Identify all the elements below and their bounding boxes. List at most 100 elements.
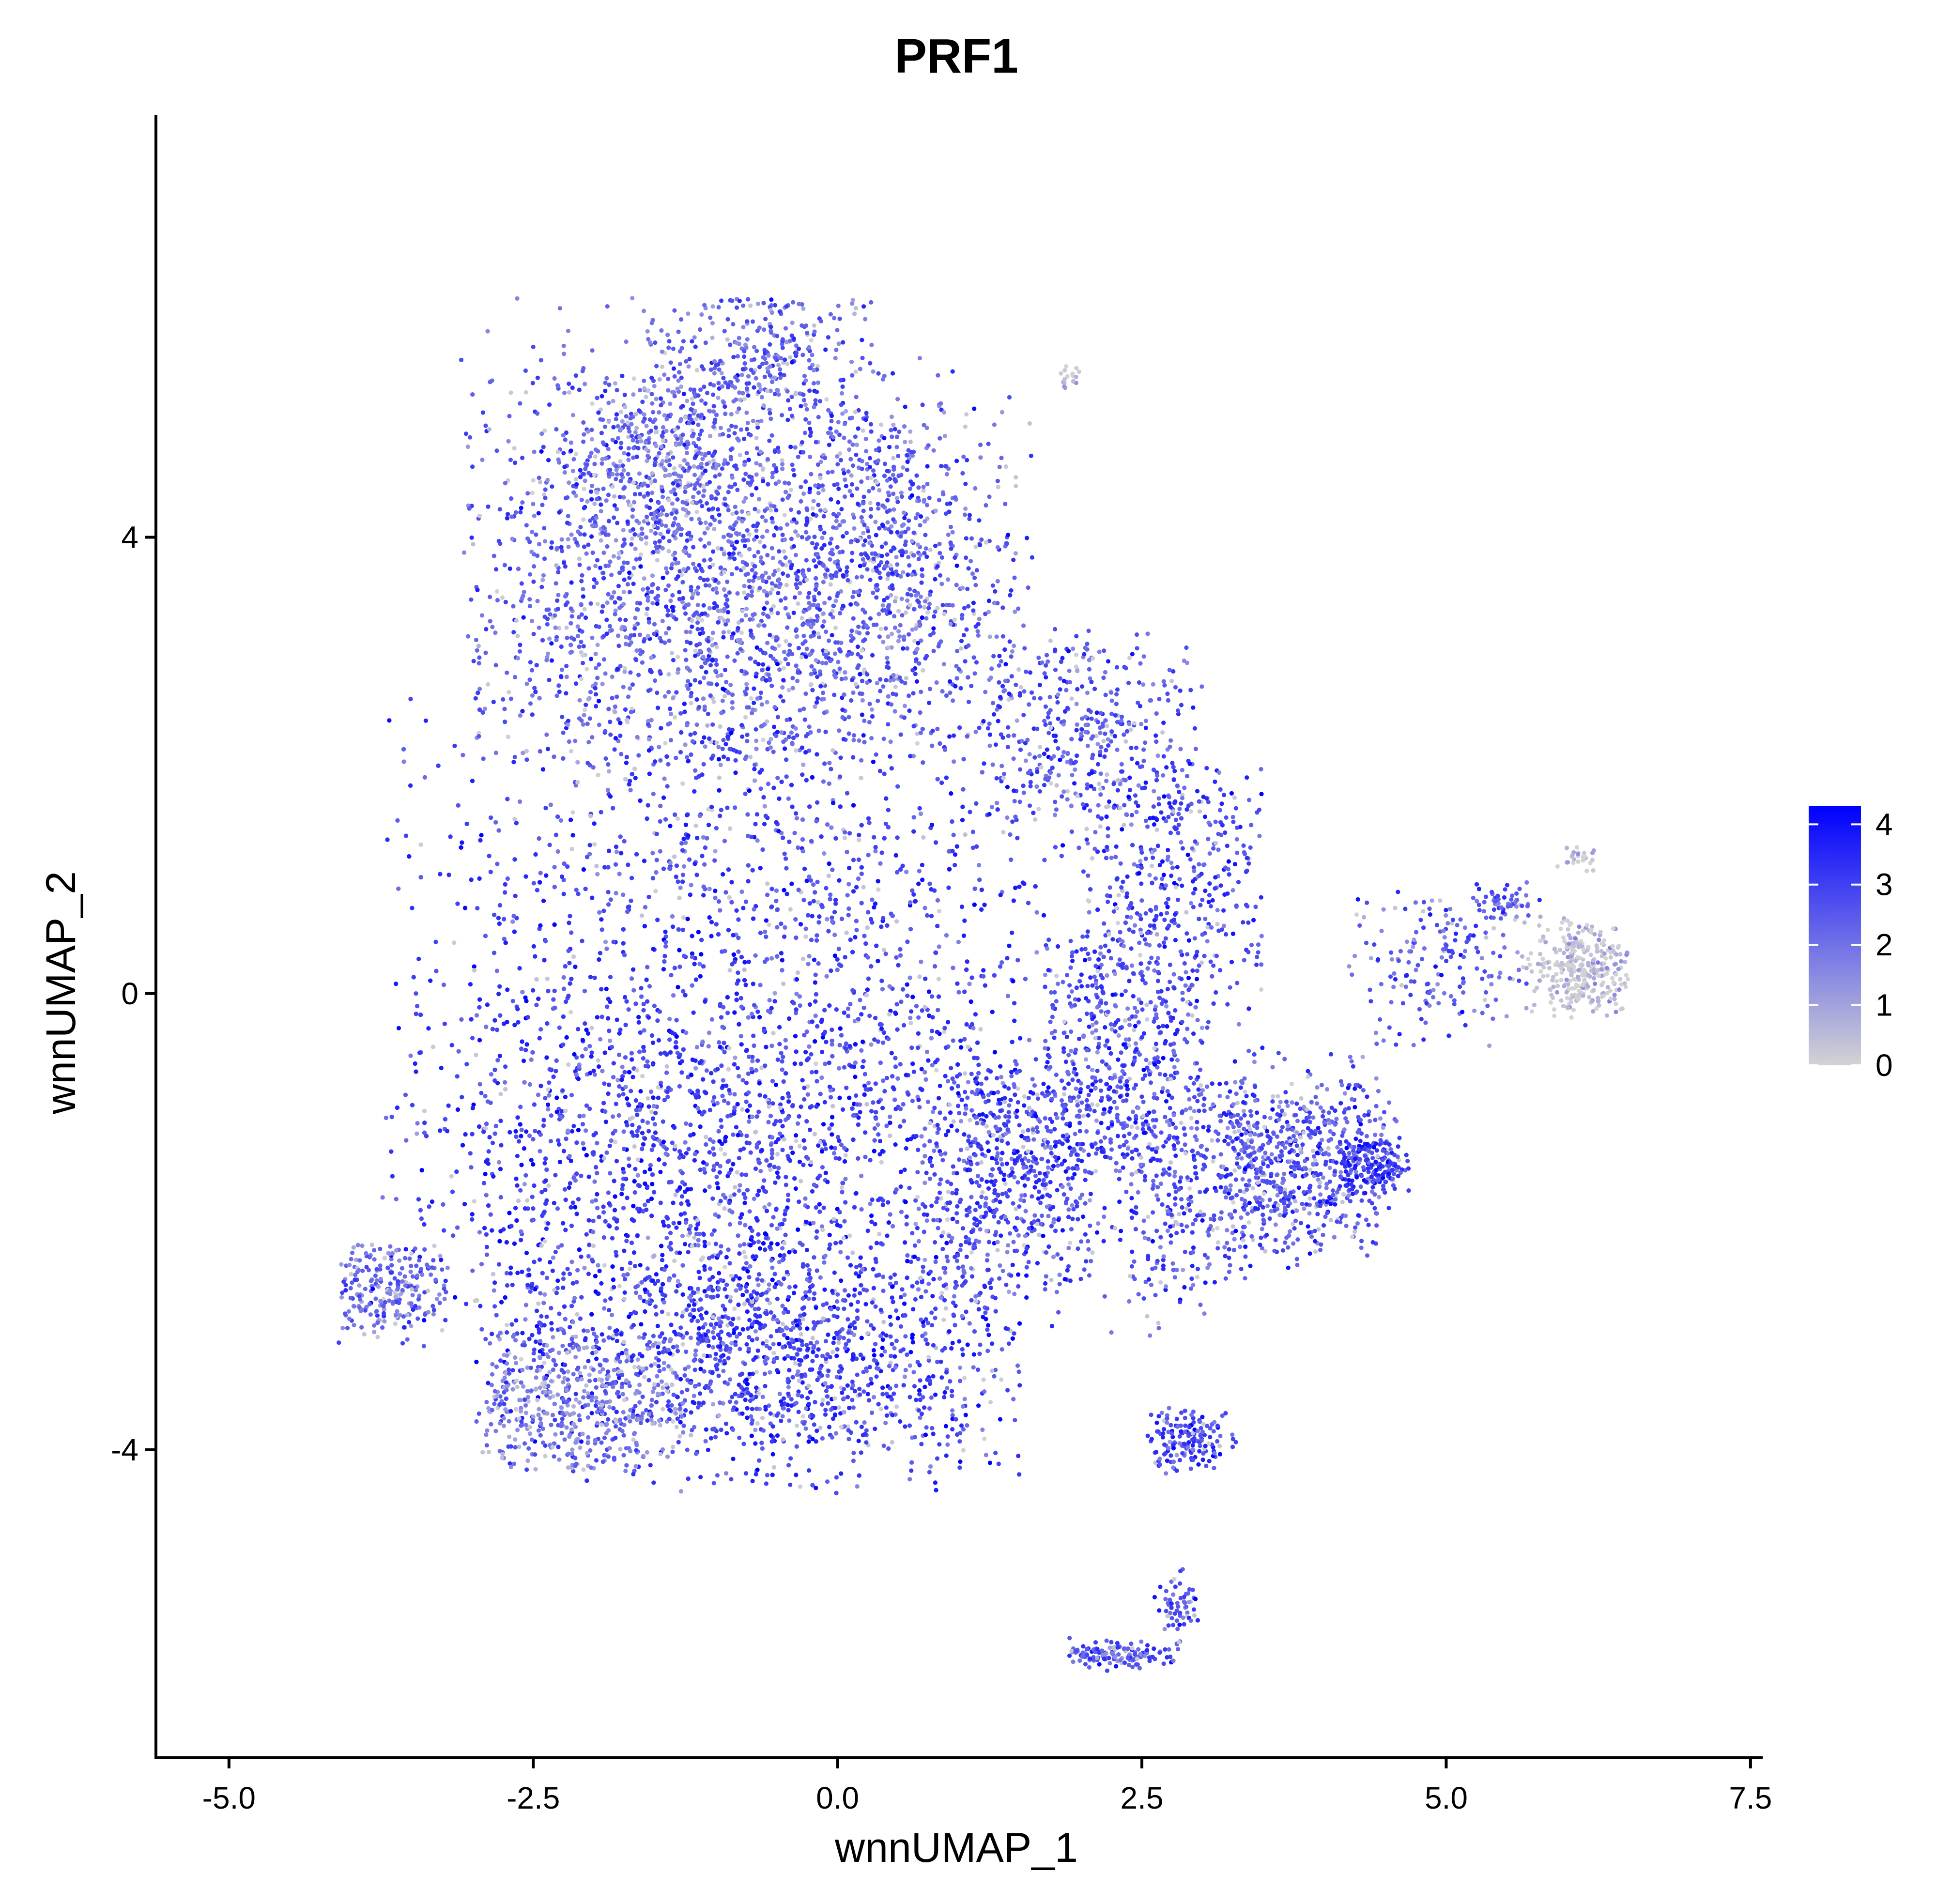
cell-point: [532, 513, 537, 518]
cell-point: [740, 734, 745, 739]
cell-point: [761, 479, 766, 484]
cell-point: [531, 579, 536, 584]
cell-point: [807, 388, 812, 393]
cell-point: [618, 478, 623, 484]
cell-point: [799, 323, 804, 328]
cell-point: [880, 503, 885, 508]
cell-point: [622, 669, 627, 674]
cell-point: [699, 413, 704, 417]
cell-point: [857, 630, 862, 636]
cell-point: [673, 551, 677, 555]
cell-point: [660, 618, 665, 624]
cell-point: [747, 381, 752, 386]
cell-point: [762, 508, 767, 513]
cell-point: [885, 478, 890, 483]
cell-point: [771, 724, 777, 729]
cell-point: [752, 357, 757, 362]
cell-point: [657, 377, 662, 382]
cell-point: [853, 306, 858, 311]
cell-point: [644, 395, 648, 399]
cell-point: [910, 668, 915, 673]
cell-point: [860, 698, 865, 703]
cell-point: [674, 617, 678, 622]
cell-point: [803, 479, 808, 484]
cell-point: [745, 337, 750, 342]
cell-point: [632, 626, 637, 631]
cell-point: [860, 338, 864, 342]
cell-point: [755, 696, 760, 701]
cell-point: [678, 463, 683, 468]
cell-point: [631, 566, 636, 570]
cell-point: [616, 583, 621, 588]
cell-point: [801, 306, 806, 311]
cell-point: [743, 538, 748, 543]
cell-point: [891, 422, 896, 427]
cell-point: [739, 630, 744, 635]
cell-point: [838, 378, 843, 383]
cell-point: [861, 620, 866, 625]
cell-point: [656, 586, 661, 591]
cell-point: [569, 440, 573, 445]
cell-point: [648, 498, 653, 503]
cell-point: [815, 696, 820, 701]
cell-point: [647, 476, 652, 481]
cell-point: [749, 475, 754, 480]
cell-point: [841, 737, 846, 742]
cell-point: [809, 634, 814, 639]
cell-point: [577, 698, 582, 703]
cell-point: [620, 543, 625, 548]
cell-point: [745, 528, 750, 533]
cell-point: [573, 477, 579, 482]
cell-point: [497, 507, 502, 512]
cell-point: [953, 555, 957, 560]
cell-point: [561, 352, 567, 356]
cell-point: [633, 412, 638, 416]
cell-point: [845, 565, 849, 570]
cell-point: [882, 608, 887, 613]
cell-point: [603, 671, 608, 676]
cell-point: [601, 657, 607, 662]
cell-point: [578, 525, 583, 530]
cell-point: [644, 447, 648, 452]
cell-point: [622, 577, 627, 582]
cell-point: [633, 615, 638, 620]
cell-point: [562, 464, 567, 469]
cell-point: [673, 556, 677, 561]
cell-point: [734, 305, 739, 310]
cell-point: [660, 546, 665, 551]
cell-point: [804, 734, 809, 738]
cell-point: [609, 628, 614, 633]
cell-point: [681, 339, 686, 344]
cell-point: [823, 347, 828, 352]
cell-point: [711, 506, 716, 511]
cell-point: [667, 538, 672, 543]
cell-point: [485, 329, 490, 334]
cell-point: [524, 757, 529, 762]
cell-point: [492, 553, 496, 558]
cell-point: [701, 603, 706, 608]
cell-point: [581, 517, 586, 522]
cell-point: [871, 369, 876, 374]
cell-point: [495, 598, 500, 603]
cell-point: [707, 606, 712, 611]
cell-point: [624, 635, 629, 640]
cell-point: [609, 572, 614, 577]
cell-point: [559, 644, 564, 649]
cell-point: [595, 558, 600, 563]
cell-point: [855, 590, 860, 595]
cell-point: [860, 574, 864, 579]
cell-point: [467, 506, 472, 511]
cell-point: [832, 692, 837, 697]
cell-point: [488, 619, 492, 624]
cell-point: [916, 556, 921, 561]
cell-point: [864, 623, 869, 628]
cell-point: [730, 706, 735, 710]
cell-point: [761, 578, 766, 583]
cell-point: [793, 726, 798, 731]
cell-point: [989, 666, 994, 671]
cell-point: [661, 438, 665, 443]
cell-point: [690, 339, 694, 344]
cell-point: [573, 738, 578, 743]
cell-point: [941, 491, 946, 497]
